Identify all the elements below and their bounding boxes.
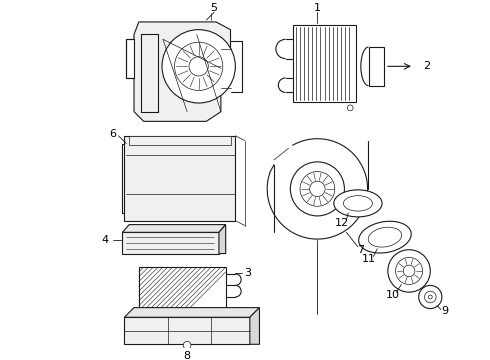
Ellipse shape — [359, 221, 411, 253]
Text: 3: 3 — [245, 268, 251, 278]
Circle shape — [403, 265, 415, 277]
Text: 12: 12 — [335, 218, 348, 228]
Circle shape — [291, 162, 344, 216]
Polygon shape — [124, 307, 260, 317]
Bar — [124, 136, 235, 221]
Bar — [124, 317, 250, 344]
Bar — [122, 232, 219, 253]
Bar — [368, 47, 384, 86]
Polygon shape — [126, 39, 134, 78]
Bar — [293, 25, 356, 102]
Text: 10: 10 — [386, 290, 400, 300]
Text: 4: 4 — [101, 235, 109, 245]
Circle shape — [388, 250, 430, 292]
Circle shape — [300, 171, 335, 206]
Circle shape — [419, 285, 442, 309]
Text: 8: 8 — [184, 351, 191, 360]
Circle shape — [162, 30, 235, 103]
Circle shape — [428, 295, 432, 299]
Circle shape — [189, 57, 208, 76]
Bar — [139, 267, 226, 307]
Ellipse shape — [368, 227, 402, 247]
Polygon shape — [250, 307, 260, 344]
Circle shape — [174, 42, 223, 90]
Circle shape — [424, 291, 436, 303]
Text: 11: 11 — [362, 255, 375, 264]
Text: 6: 6 — [109, 129, 116, 139]
Text: 7: 7 — [357, 245, 365, 255]
Polygon shape — [134, 22, 230, 121]
Polygon shape — [122, 225, 226, 232]
Circle shape — [310, 181, 325, 197]
Text: 2: 2 — [423, 61, 430, 71]
Circle shape — [395, 257, 422, 284]
Text: 9: 9 — [441, 306, 448, 316]
Circle shape — [183, 341, 191, 349]
Text: 1: 1 — [314, 3, 321, 13]
Ellipse shape — [343, 195, 372, 211]
Circle shape — [347, 105, 353, 111]
Bar — [129, 136, 230, 145]
Text: 5: 5 — [211, 3, 218, 13]
Polygon shape — [219, 225, 226, 253]
Ellipse shape — [334, 190, 382, 217]
